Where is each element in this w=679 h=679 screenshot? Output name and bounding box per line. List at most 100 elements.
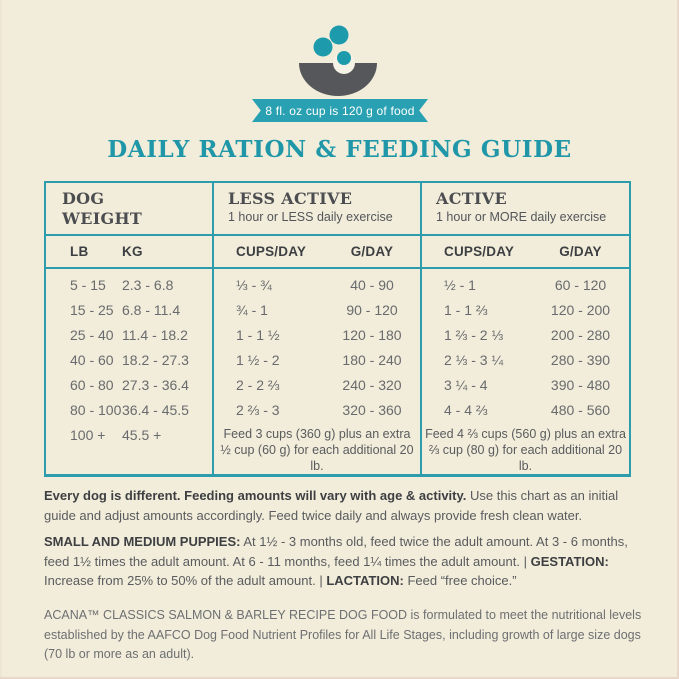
grams-value: 40 - 90 — [350, 276, 394, 293]
gestation-text: Increase from 25% to 50% of the adult am… — [44, 573, 323, 588]
grams-value: 320 - 360 — [342, 401, 402, 418]
note-line: Feed 3 cups (360 g) plus an extra — [223, 427, 411, 441]
cups-value: ¾ - 1 — [236, 301, 268, 318]
lactation-text: Feed “free choice.” — [407, 573, 517, 588]
active-section: ACTIVE 1 hour or MORE daily exercise CUP… — [420, 183, 629, 474]
grams-value: 90 - 120 — [346, 301, 398, 318]
grams-value: 120 - 180 — [342, 326, 402, 343]
page-title: DAILY RATION & FEEDING GUIDE — [107, 136, 572, 163]
cups-value: 1 - 1 ½ — [236, 326, 280, 343]
less-active-subtitle: 1 hour or LESS daily exercise — [228, 210, 393, 224]
feeding-row: 1 - 1 ½ 120 - 180 — [214, 322, 420, 347]
variation-note: Every dog is different. Feeding amounts … — [44, 486, 644, 525]
weight-row: 25 - 40 11.4 - 18.2 — [46, 322, 212, 347]
kg-column-header: KG — [122, 244, 143, 259]
less-active-title: LESS ACTIVE — [228, 189, 353, 208]
feeding-row: 2 ⅔ - 3 320 - 360 — [214, 397, 420, 422]
active-body: ½ - 1 60 - 120 1 - 1 ⅔ 120 - 200 1 ⅔ - 2 ⅓… — [422, 269, 629, 474]
kg-value: 45.5 + — [122, 426, 162, 443]
cup-measure-text: 8 fl. oz cup is 120 g of food — [265, 103, 415, 118]
kg-value: 6.8 - 11.4 — [122, 301, 181, 318]
puppies-gestation-lactation-note: SMALL AND MEDIUM PUPPIES: At 1½ - 3 mont… — [44, 532, 644, 591]
variation-note-text: Use this chart as an initial guide and a… — [44, 488, 619, 523]
cup-measure-ribbon: 8 fl. oz cup is 120 g of food — [252, 99, 428, 122]
feeding-row: ½ - 1 60 - 120 — [422, 272, 629, 297]
cups-value: 2 - 2 ⅔ — [236, 376, 280, 393]
kg-value: 27.3 - 36.4 — [122, 376, 189, 393]
cups-value: 4 - 4 ⅔ — [444, 401, 488, 418]
lb-value: 100 + — [70, 426, 106, 443]
feeding-row: 1 - 1 ⅔ 120 - 200 — [422, 297, 629, 322]
cups-value: 1 ⅔ - 2 ⅓ — [444, 326, 504, 343]
dog-weight-header: DOG WEIGHT — [46, 183, 212, 236]
cups-value: 2 ⅓ - 3 ¼ — [444, 351, 504, 368]
feeding-row: 4 - 4 ⅔ 480 - 560 — [422, 397, 629, 422]
less-active-section: LESS ACTIVE 1 hour or LESS daily exercis… — [212, 183, 420, 474]
feeding-row: ¾ - 1 90 - 120 — [214, 297, 420, 322]
lb-value: 5 - 15 — [70, 276, 106, 293]
kg-value: 11.4 - 18.2 — [122, 326, 188, 343]
cups-column-header: CUPS/DAY — [236, 244, 307, 259]
grams-value: 480 - 560 — [550, 401, 611, 418]
weight-row: 100 + 45.5 + — [46, 422, 212, 447]
dog-weight-section: DOG WEIGHT LB KG 5 - 15 2.3 - 6.8 15 - 25… — [46, 183, 212, 474]
aafco-statement: ACANA™ CLASSICS SALMON & BARLEY RECIPE D… — [44, 608, 642, 661]
cups-value: 2 ⅔ - 3 — [236, 401, 280, 418]
feeding-row: 2 - 2 ⅔ 240 - 320 — [214, 372, 420, 397]
kg-value: 36.4 - 45.5 — [122, 401, 189, 418]
grams-value: 120 - 200 — [550, 301, 611, 318]
dog-weight-units-row: LB KG — [46, 236, 212, 269]
lb-value: 15 - 25 — [70, 301, 114, 318]
active-title: ACTIVE — [436, 189, 507, 208]
dog-weight-body: 5 - 15 2.3 - 6.8 15 - 25 6.8 - 11.4 25 - 4… — [46, 269, 212, 447]
puppies-text: At 1½ - 3 months old, feed twice the adu… — [44, 534, 628, 569]
active-subtitle: 1 hour or MORE daily exercise — [436, 210, 607, 224]
gestation-label: GESTATION: — [530, 553, 609, 569]
lb-value: 40 - 60 — [70, 351, 114, 368]
food-bowl-icon — [297, 18, 379, 98]
weight-row: 15 - 25 6.8 - 11.4 — [46, 297, 212, 322]
lactation-label: LACTATION: — [326, 573, 404, 588]
less-active-units-row: CUPS/DAY G/DAY — [214, 236, 420, 269]
less-active-body: ⅓ - ¾ 40 - 90 ¾ - 1 90 - 120 1 - 1 ½ 120 - … — [214, 269, 420, 474]
cups-value: 1 - 1 ⅔ — [444, 301, 488, 318]
lb-column-header: LB — [70, 244, 89, 259]
kg-value: 2.3 - 6.8 — [122, 276, 174, 293]
weight-row: 5 - 15 2.3 - 6.8 — [46, 272, 212, 297]
kibble-dot-in-bowl — [337, 51, 351, 65]
grams-value: 200 - 280 — [550, 326, 611, 343]
weight-row: 40 - 60 18.2 - 27.3 — [46, 347, 212, 372]
feeding-row: 2 ⅓ - 3 ¼ 280 - 390 — [422, 347, 629, 372]
cups-value: ½ - 1 — [444, 276, 476, 293]
feeding-row: ⅓ - ¾ 40 - 90 — [214, 272, 420, 297]
lb-value: 60 - 80 — [70, 376, 114, 393]
cups-value: 3 ¼ - 4 — [444, 376, 488, 393]
active-units-row: CUPS/DAY G/DAY — [422, 236, 629, 269]
grams-value: 240 - 320 — [342, 376, 402, 393]
lb-value: 80 - 100 — [70, 401, 122, 418]
grams-column-header: G/DAY — [350, 244, 394, 259]
active-header: ACTIVE 1 hour or MORE daily exercise — [422, 183, 629, 236]
cups-value: ⅓ - ¾ — [236, 276, 272, 293]
less-active-extra-note: Feed 3 cups (360 g) plus an extra ½ cup … — [214, 426, 420, 474]
cups-column-header: CUPS/DAY — [444, 244, 515, 259]
grams-value: 390 - 480 — [550, 376, 611, 393]
feeding-row: 1 ⅔ - 2 ⅓ 200 - 280 — [422, 322, 629, 347]
weight-row: 60 - 80 27.3 - 36.4 — [46, 372, 212, 397]
feeding-row: 3 ¼ - 4 390 - 480 — [422, 372, 629, 397]
lb-value: 25 - 40 — [70, 326, 114, 343]
grams-value: 280 - 390 — [550, 351, 611, 368]
feeding-row: 1 ½ - 2 180 - 240 — [214, 347, 420, 372]
puppies-label: SMALL AND MEDIUM PUPPIES: — [44, 534, 241, 549]
active-extra-note: Feed 4 ⅔ cups (560 g) plus an extra ⅔ cu… — [422, 426, 629, 474]
kibble-dot-top — [329, 25, 349, 45]
kibble-dot-left — [313, 37, 333, 57]
note-line: Feed 4 ⅔ cups (560 g) plus an extra — [425, 427, 626, 441]
bowl-shape — [299, 63, 377, 96]
note-line: ⅔ cup (80 g) for each additional 20 lb. — [428, 443, 623, 473]
grams-column-header: G/DAY — [559, 244, 602, 259]
less-active-header: LESS ACTIVE 1 hour or LESS daily exercis… — [214, 183, 420, 236]
kg-value: 18.2 - 27.3 — [122, 351, 189, 368]
grams-value: 180 - 240 — [342, 351, 402, 368]
